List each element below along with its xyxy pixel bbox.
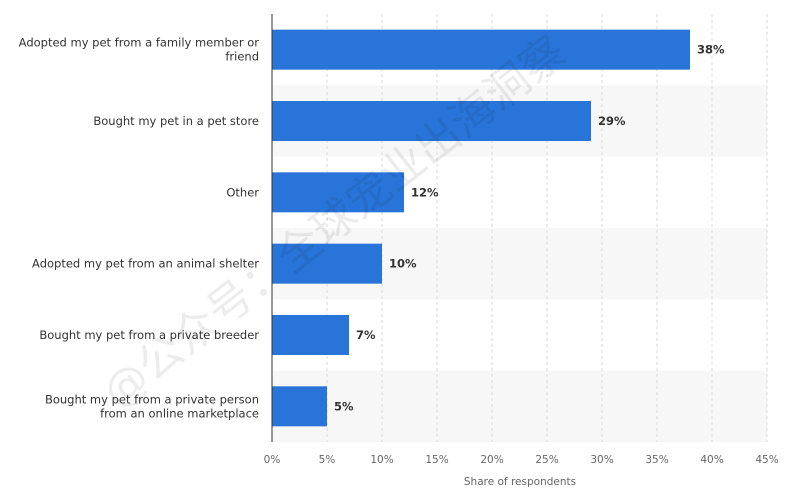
bar[interactable]	[272, 172, 404, 213]
category-label: Adopted my pet from an animal shelter	[32, 257, 259, 271]
bar[interactable]	[272, 315, 349, 355]
category-label: Bought my pet in a pet store	[93, 114, 259, 128]
x-tick-label: 35%	[645, 454, 668, 466]
value-labels: 38% 29% 12% 10% 7% 5%	[334, 43, 725, 414]
value-label: 7%	[356, 328, 376, 342]
value-label: 5%	[334, 399, 354, 413]
category-label: from an online marketplace	[100, 406, 259, 420]
bars	[272, 29, 690, 427]
gridlines	[326, 14, 768, 442]
value-label: 12%	[411, 185, 439, 199]
bar[interactable]	[272, 29, 690, 70]
x-tick-label: 0%	[264, 454, 281, 466]
x-tick-label: 30%	[590, 454, 613, 466]
x-tick-label: 45%	[755, 454, 778, 466]
x-tick-label: 5%	[319, 454, 336, 466]
value-label: 10%	[389, 257, 417, 271]
bar[interactable]	[272, 386, 327, 427]
row-band	[272, 370, 767, 442]
category-label: Adopted my pet from a family member or	[19, 36, 260, 50]
value-label: 29%	[598, 114, 626, 128]
category-label: Other	[226, 185, 259, 199]
bar[interactable]	[272, 101, 591, 141]
category-label: Bought my pet from a private person	[45, 392, 259, 406]
bar[interactable]	[272, 243, 382, 284]
x-tick-label: 15%	[425, 454, 448, 466]
value-label: 38%	[697, 43, 725, 57]
x-axis-title: Share of respondents	[464, 476, 576, 488]
x-tick-label: 25%	[535, 454, 558, 466]
x-tick-label: 10%	[370, 454, 393, 466]
row-bands	[272, 85, 767, 442]
category-label: Bought my pet from a private breeder	[39, 328, 259, 342]
category-label: friend	[225, 50, 259, 64]
category-labels: Adopted my pet from a family member orfr…	[19, 36, 260, 421]
x-tick-labels: 0% 5% 10% 15% 20% 25% 30% 35% 40% 45%	[264, 454, 779, 466]
watermark: @公众号：全球宠业出海洞察	[93, 26, 575, 418]
x-tick-label: 40%	[700, 454, 723, 466]
x-tick-label: 20%	[480, 454, 503, 466]
